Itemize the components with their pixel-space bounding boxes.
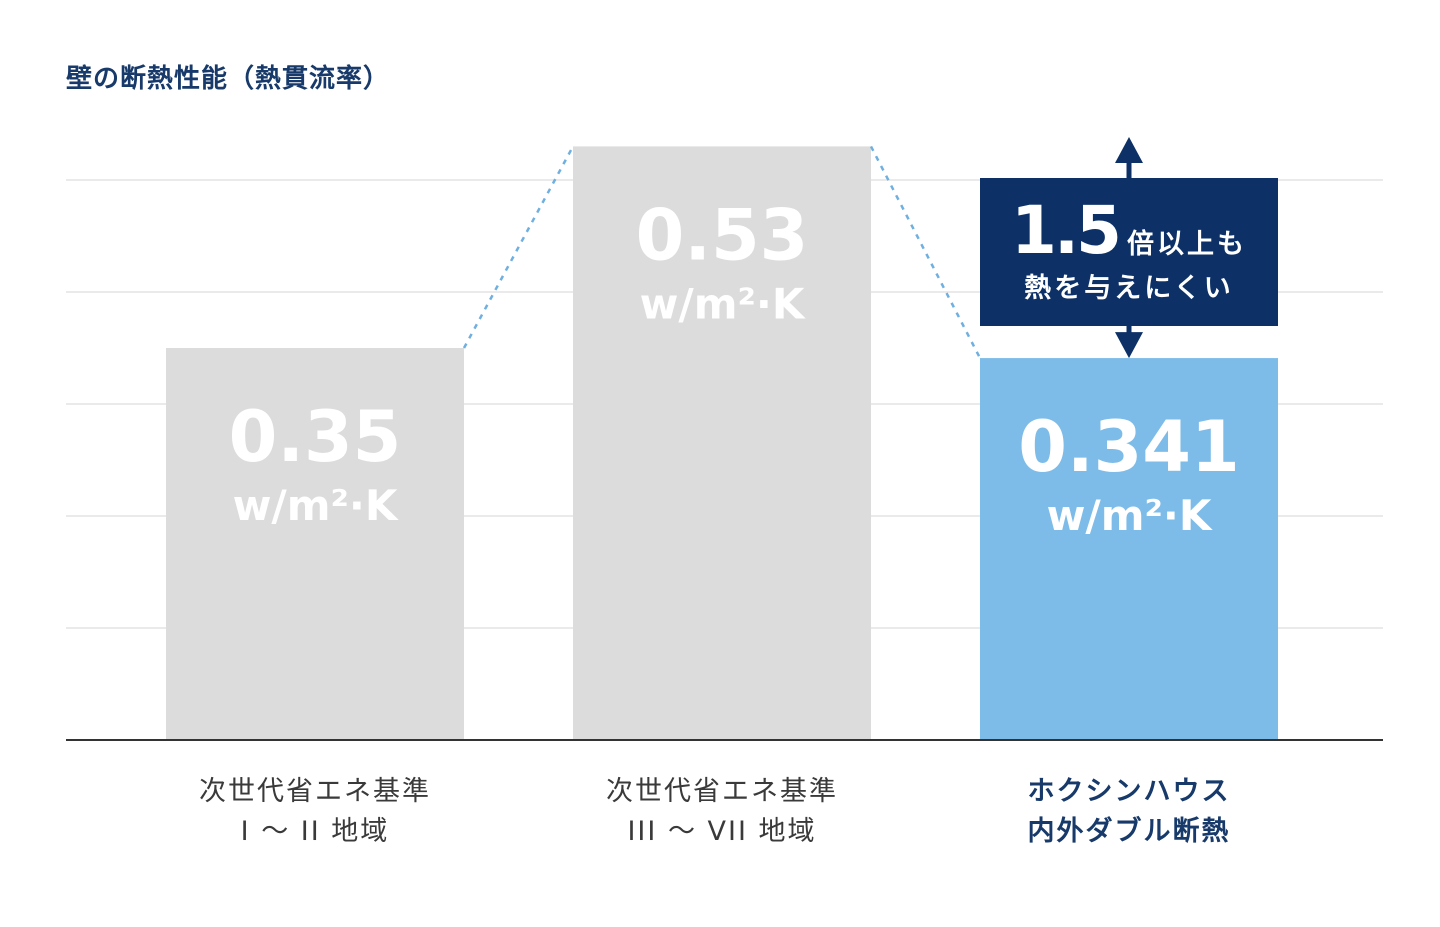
- data-label-unit: w/m²·K: [1047, 491, 1213, 540]
- callout-headline: 1.5 倍以上も: [980, 192, 1278, 269]
- x-tick-label-line: 次世代省エネ基準: [199, 776, 431, 807]
- comparison-callout: 1.5 倍以上も 熱を与えにくい: [980, 178, 1278, 326]
- bar: [980, 358, 1278, 740]
- x-tick-label: ホクシンハウス 内外ダブル断熱: [949, 772, 1309, 852]
- arrow-head-up: [1115, 137, 1143, 163]
- connector-line: [869, 145, 982, 359]
- x-tick-label-line: ホクシンハウス: [1027, 776, 1231, 807]
- x-tick-label-line: I ～ II 地域: [240, 816, 390, 847]
- data-label-value: 0.35: [229, 396, 402, 478]
- x-tick-label-line: 次世代省エネ基準: [606, 776, 838, 807]
- data-label-unit: w/m²·K: [640, 279, 806, 328]
- callout-ratio: 1.5: [1011, 192, 1122, 269]
- callout-suffix: 倍以上も: [1126, 229, 1247, 260]
- data-label-value: 0.53: [636, 194, 809, 276]
- data-label-value: 0.341: [1018, 406, 1239, 488]
- bar: [166, 348, 464, 740]
- data-label-unit: w/m²·K: [233, 481, 399, 530]
- arrow-head-down: [1115, 332, 1143, 359]
- chart-title: 壁の断熱性能（熱貫流率）: [66, 64, 391, 94]
- x-tick-label-line: III ～ VII 地域: [627, 816, 817, 847]
- bar: [573, 146, 871, 740]
- callout-subtext: 熱を与えにくい: [1024, 273, 1234, 304]
- connector-line: [462, 145, 575, 349]
- x-tick-label: 次世代省エネ基準 III ～ VII 地域: [542, 772, 902, 852]
- x-tick-label-line: 内外ダブル断熱: [1027, 816, 1231, 847]
- x-tick-label: 次世代省エネ基準 I ～ II 地域: [135, 772, 495, 852]
